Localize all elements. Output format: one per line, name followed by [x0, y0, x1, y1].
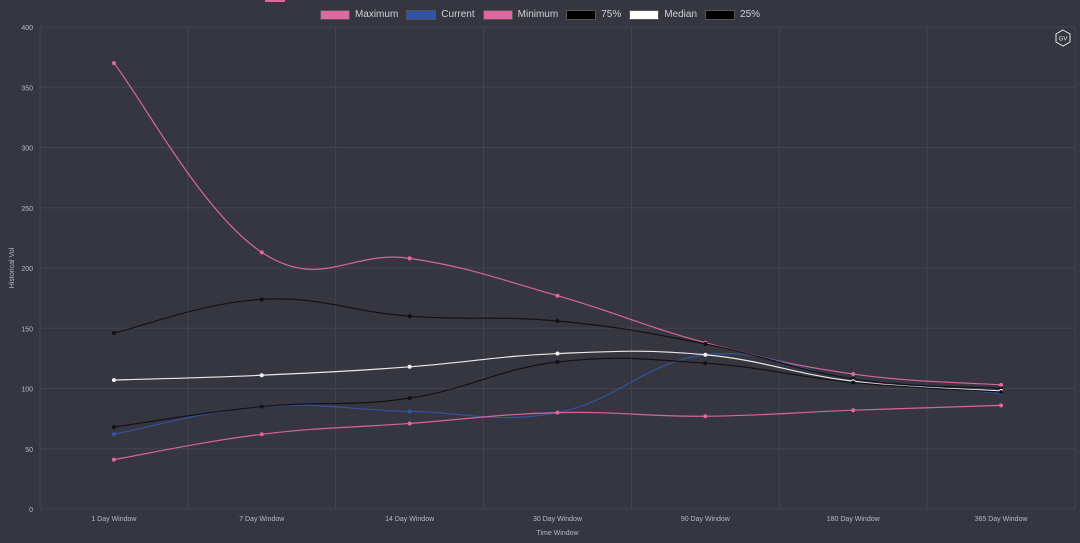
data-point-25pct [111, 425, 116, 430]
data-point-minimum [259, 432, 264, 437]
legend-label: Maximum [354, 9, 399, 20]
data-point-minimum [407, 421, 412, 426]
data-point-25pct [555, 359, 560, 364]
x-tick-label: 30 Day Window [533, 516, 583, 523]
data-point-current [111, 432, 116, 437]
legend-swatch [629, 9, 660, 20]
x-axis-title: Time Window [536, 530, 579, 537]
y-tick-label: 50 [25, 447, 33, 454]
legend-swatch [705, 9, 736, 20]
x-tick-label: 14 Day Window [385, 516, 435, 523]
data-point-maximum [259, 250, 264, 255]
data-point-maximum [999, 382, 1004, 387]
series-line-25pct [113, 357, 1002, 428]
data-point-maximum [111, 61, 116, 66]
data-point-maximum [555, 293, 560, 298]
y-tick-label: 350 [21, 85, 33, 92]
legend-label: Current [441, 9, 475, 20]
legend-swatch [406, 9, 437, 20]
y-tick-label: 400 [21, 25, 33, 32]
legend-label: Minimum [517, 9, 559, 20]
legend-item[interactable]: 75% [566, 9, 621, 20]
data-point-25pct [703, 361, 708, 366]
data-point-maximum [407, 256, 412, 261]
logo-text: GV [1059, 37, 1068, 43]
top-accent-mark [265, 0, 285, 2]
data-point-25pct [407, 396, 412, 401]
legend-item[interactable]: Median [629, 9, 697, 20]
legend-label: 25% [740, 9, 761, 20]
data-point-75pct [407, 314, 412, 319]
y-tick-label: 250 [21, 206, 33, 213]
series-line-median [113, 350, 1002, 392]
data-point-maximum [851, 372, 856, 377]
y-tick-label: 200 [21, 266, 33, 273]
logo-hexagon: GV [1055, 29, 1071, 47]
legend-item[interactable]: 25% [705, 9, 760, 20]
y-tick-label: 0 [29, 507, 33, 514]
y-tick-label: 100 [21, 387, 33, 394]
data-point-75pct [111, 331, 116, 336]
x-tick-label: 90 Day Window [681, 516, 731, 523]
x-tick-label: 365 Day Window [975, 516, 1029, 523]
data-point-median [111, 378, 116, 383]
data-point-minimum [555, 410, 560, 415]
legend-label: 75% [601, 9, 622, 20]
legend-swatch [566, 9, 597, 20]
y-axis-title: Historical Vol [9, 247, 16, 288]
x-tick-label: 1 Day Window [91, 516, 137, 523]
data-point-75pct [555, 319, 560, 324]
data-point-75pct [703, 341, 708, 346]
legend-item[interactable]: Minimum [482, 9, 559, 20]
series-line-75pct [113, 298, 1002, 390]
data-point-25pct [259, 404, 264, 409]
legend-label: Median [664, 9, 698, 20]
data-point-median [703, 352, 708, 357]
y-tick-label: 150 [21, 326, 33, 333]
data-point-minimum [851, 408, 856, 413]
logo-icon[interactable]: GV [1054, 29, 1072, 47]
data-point-minimum [703, 414, 708, 419]
series-line-current [113, 353, 1002, 435]
data-point-median [555, 351, 560, 356]
legend-item[interactable]: Current [406, 9, 475, 20]
x-tick-label: 7 Day Window [239, 516, 285, 523]
data-point-current [407, 409, 412, 414]
data-point-minimum [999, 403, 1004, 408]
legend-item[interactable]: Maximum [319, 9, 399, 20]
y-tick-label: 300 [21, 146, 33, 153]
legend-swatch [319, 9, 350, 20]
data-point-median [259, 373, 264, 378]
x-tick-label: 180 Day Window [827, 516, 881, 523]
legend-swatch [482, 9, 513, 20]
data-point-75pct [259, 297, 264, 302]
data-point-25pct [851, 380, 856, 385]
chart-legend: Maximum Current Minimum 75% Median 25% [0, 9, 1080, 20]
series-line-maximum [113, 62, 1002, 386]
data-point-minimum [111, 457, 116, 462]
data-point-25pct [999, 390, 1004, 395]
data-point-median [407, 364, 412, 369]
